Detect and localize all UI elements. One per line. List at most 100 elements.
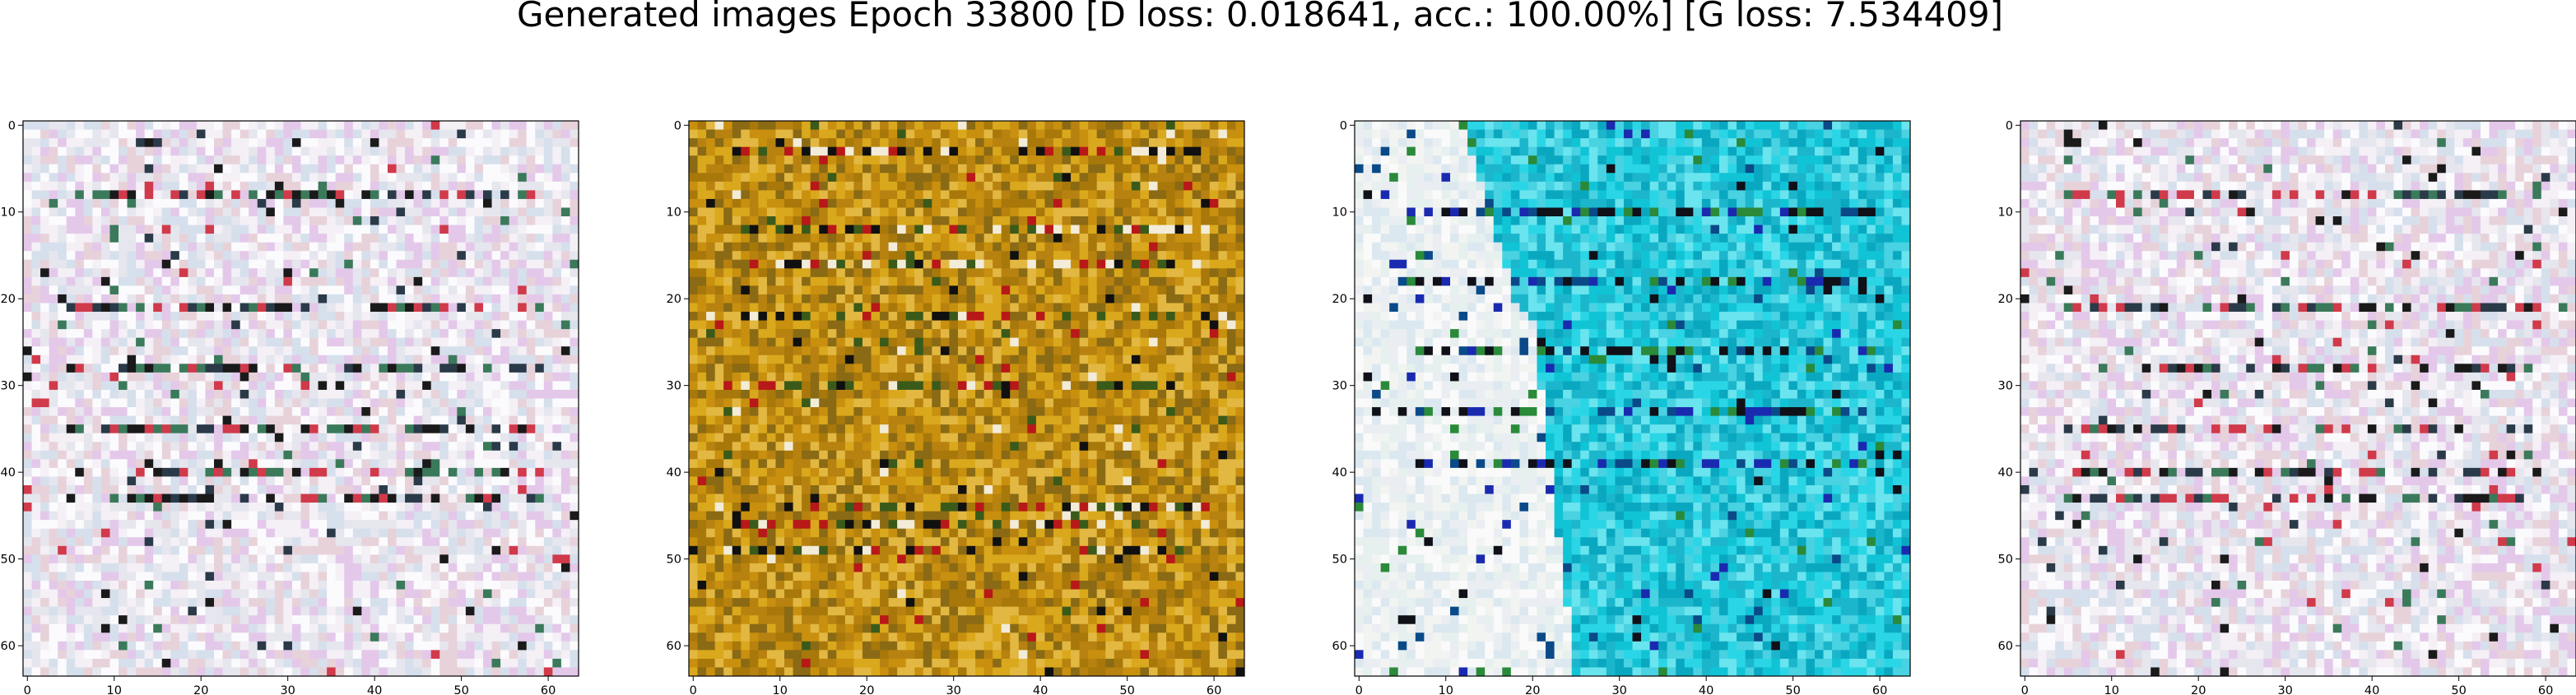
pixel: [153, 346, 163, 356]
pixel: [31, 294, 41, 304]
pixel: [500, 623, 510, 633]
pixel: [249, 407, 258, 417]
pixel: [335, 320, 345, 330]
pixel: [405, 155, 415, 165]
pixel: [457, 181, 467, 191]
pixel: [188, 511, 198, 521]
pixel: [335, 615, 345, 625]
pixel: [222, 563, 232, 573]
pixel: [352, 467, 362, 478]
pixel: [222, 320, 232, 330]
pixel: [196, 589, 207, 599]
pixel: [405, 146, 415, 156]
pixel: [570, 268, 579, 278]
pixel: [741, 198, 751, 209]
pixel: [318, 623, 328, 633]
pixel: [1174, 225, 1184, 234]
pixel: [249, 337, 258, 347]
pixel: [439, 164, 449, 174]
pixel: [318, 337, 328, 347]
pixel: [361, 285, 371, 295]
pixel: [161, 484, 171, 495]
pixel: [379, 415, 388, 425]
pixel: [957, 181, 968, 191]
pixel: [66, 138, 76, 148]
pixel: [170, 503, 180, 512]
pixel: [741, 155, 751, 165]
pixel: [526, 146, 536, 156]
pixel: [291, 346, 302, 356]
pixel: [83, 398, 93, 408]
pixel: [543, 389, 553, 400]
pixel: [58, 225, 67, 234]
pixel: [83, 364, 93, 373]
pixel: [361, 294, 371, 304]
pixel: [880, 190, 890, 200]
pixel: [775, 190, 785, 200]
pixel: [222, 329, 232, 339]
pixel: [136, 346, 146, 356]
pixel: [465, 407, 476, 417]
pixel: [179, 511, 188, 521]
pixel: [689, 173, 699, 183]
pixel: [474, 606, 484, 616]
pixel: [983, 138, 993, 148]
pixel: [379, 146, 388, 156]
pixel: [741, 129, 751, 139]
pixel: [802, 234, 811, 243]
pixel: [257, 572, 267, 581]
pixel: [205, 641, 215, 651]
pixel: [1088, 225, 1098, 234]
pixel: [239, 346, 249, 356]
pixel: [396, 181, 406, 191]
pixel: [439, 276, 449, 286]
pixel: [361, 433, 371, 442]
pixel: [836, 173, 846, 183]
pixel: [222, 303, 232, 313]
pixel: [560, 364, 571, 373]
pixel: [387, 450, 398, 460]
pixel: [509, 407, 518, 417]
pixel: [127, 493, 137, 503]
pixel: [170, 276, 180, 286]
pixel: [518, 337, 528, 347]
pixel: [413, 329, 423, 339]
pixel: [518, 415, 528, 425]
pixel: [92, 312, 102, 322]
pixel: [144, 658, 154, 669]
pixel: [266, 623, 276, 633]
pixel: [23, 268, 33, 278]
pixel: [766, 173, 777, 183]
pixel: [214, 285, 224, 295]
pixel: [196, 190, 207, 200]
pixel: [526, 259, 536, 269]
pixel: [249, 372, 258, 382]
pixel: [266, 216, 276, 226]
pixel: [387, 294, 398, 304]
pixel: [344, 641, 354, 651]
pixel: [413, 563, 423, 573]
pixel: [75, 354, 85, 364]
pixel: [457, 433, 467, 442]
pixel: [153, 285, 163, 295]
pixel: [430, 190, 440, 200]
pixel: [161, 511, 171, 521]
pixel: [430, 329, 440, 339]
pixel: [949, 173, 959, 183]
pixel: [40, 632, 50, 642]
pixel: [352, 251, 362, 261]
pixel: [239, 276, 249, 286]
pixel: [518, 138, 528, 148]
pixel: [161, 459, 171, 469]
pixel: [352, 198, 362, 209]
pixel: [188, 503, 198, 512]
pixel: [491, 225, 501, 234]
pixel: [100, 276, 111, 286]
pixel: [457, 155, 467, 165]
pixel: [422, 285, 432, 295]
pixel: [1201, 155, 1211, 165]
pixel: [66, 354, 76, 364]
pixel: [500, 216, 510, 226]
pixel: [1166, 225, 1176, 234]
pixel: [509, 129, 518, 139]
